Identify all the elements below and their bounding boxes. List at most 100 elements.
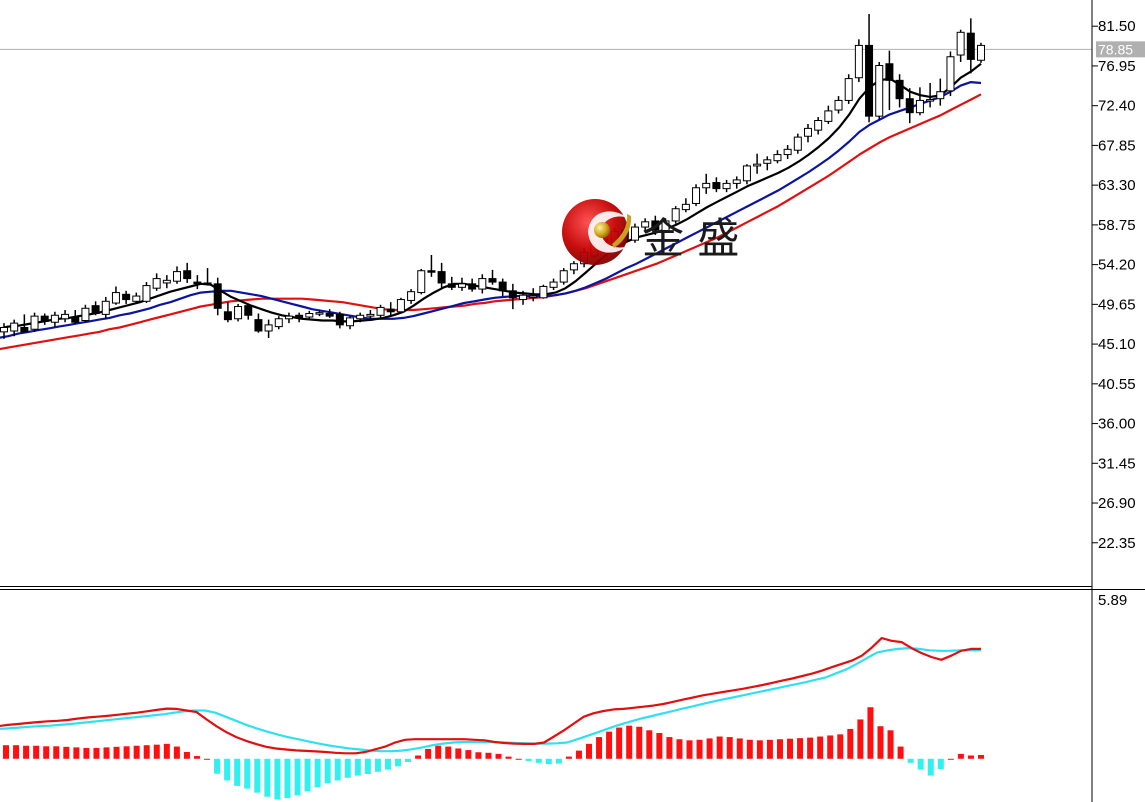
- macd-hist-bar: [666, 737, 673, 759]
- macd-hist-bar: [756, 740, 763, 759]
- candle: [244, 303, 253, 320]
- candle: [386, 302, 395, 316]
- candle: [956, 29, 965, 63]
- macd-hist-bar: [364, 758, 371, 774]
- macd-hist-bar: [13, 745, 20, 759]
- candle-body: [305, 313, 314, 318]
- candle-body: [437, 271, 446, 284]
- macd-hist-bar: [324, 758, 331, 784]
- macd-hist-bar: [133, 745, 140, 759]
- current-price-box: [1096, 41, 1145, 58]
- candle-body: [101, 300, 110, 315]
- candle: [946, 51, 955, 97]
- candle-body: [946, 56, 955, 92]
- candle-body: [702, 182, 711, 189]
- macd-hist-bar: [3, 745, 9, 759]
- macd-hist-bar: [73, 747, 80, 759]
- candle-body: [264, 324, 273, 332]
- macd-hist-bar: [575, 750, 582, 759]
- candle: [234, 303, 243, 322]
- candle-body: [468, 283, 477, 290]
- candle: [793, 133, 802, 154]
- candle-body: [91, 305, 100, 315]
- macd-hist-bar: [515, 758, 522, 760]
- candle-body: [162, 279, 171, 284]
- price-tick-label: 72.40: [1098, 98, 1136, 115]
- candle: [111, 286, 120, 305]
- macd-hist-bar: [676, 739, 683, 759]
- macd-hist-bar: [646, 730, 653, 759]
- macd-hist-bar: [33, 745, 40, 759]
- candle: [722, 179, 731, 193]
- candle: [824, 105, 833, 125]
- macd-hist-bar: [867, 707, 874, 759]
- macd-hist-bar: [254, 758, 261, 793]
- macd-hist-bar: [143, 745, 150, 759]
- candle: [417, 268, 426, 295]
- price-tick-label: 36.00: [1098, 416, 1136, 433]
- macd-hist-bar: [606, 731, 613, 759]
- candle-body: [396, 299, 405, 313]
- macd-hist-bar: [395, 758, 402, 767]
- candle-body: [885, 63, 894, 81]
- candle: [549, 278, 558, 290]
- candle-body: [732, 179, 741, 184]
- candle: [844, 74, 853, 104]
- candle: [437, 262, 446, 289]
- macd-panel: 5.89: [0, 592, 1127, 800]
- moving-averages: [0, 62, 982, 351]
- candle: [407, 289, 416, 304]
- candle: [559, 268, 568, 285]
- candle-body: [346, 317, 355, 327]
- candle-body: [142, 285, 151, 302]
- macd-hist-bar: [626, 725, 633, 759]
- candle-body: [478, 278, 487, 290]
- candle: [763, 156, 772, 171]
- candle-body: [183, 270, 192, 280]
- candle-body: [254, 319, 263, 332]
- macd-hist-bar: [565, 756, 572, 759]
- macd-hist-bar: [726, 737, 733, 759]
- macd-hist-bar: [244, 758, 251, 789]
- candle-body: [651, 220, 660, 231]
- macd-hist-bar: [656, 733, 663, 759]
- candle: [498, 278, 507, 297]
- candle-body: [122, 293, 131, 301]
- macd-hist-bar: [284, 758, 291, 799]
- macd-hist-bar: [113, 746, 120, 759]
- macd-hist-bar: [686, 740, 693, 759]
- macd-hist-bar: [716, 736, 723, 759]
- candle-body: [742, 165, 751, 182]
- candle-body: [681, 203, 690, 211]
- candle: [61, 310, 70, 323]
- candle-body: [111, 292, 120, 304]
- candle-body: [325, 313, 334, 317]
- macd-hist-bar: [857, 719, 864, 759]
- candle-body: [763, 159, 772, 164]
- price-tick-label: 81.50: [1098, 18, 1136, 35]
- candle-body: [40, 315, 49, 322]
- macd-hist-bar: [766, 739, 773, 759]
- macd-hist-bar: [555, 758, 562, 764]
- candle: [284, 312, 293, 324]
- macd-hist-bar: [897, 746, 904, 759]
- macd-hist-bar: [294, 758, 301, 796]
- candle: [366, 310, 375, 320]
- watermark-logo: 金 盛: [562, 199, 739, 265]
- candle: [122, 290, 131, 304]
- candle-body: [641, 221, 650, 228]
- candle: [325, 309, 334, 318]
- macd-hist-bar: [123, 746, 130, 759]
- candle-body: [20, 326, 29, 333]
- macd-hist-bar: [907, 758, 914, 763]
- candle-body: [223, 311, 232, 321]
- candle-body: [834, 99, 843, 111]
- price-tick-label: 40.55: [1098, 376, 1136, 393]
- macd-hist-bar: [776, 739, 783, 759]
- candle-body: [356, 314, 365, 320]
- candle-body: [274, 318, 283, 328]
- candle-body: [814, 120, 823, 131]
- candle: [305, 310, 314, 319]
- macd-hist-bar: [23, 745, 30, 759]
